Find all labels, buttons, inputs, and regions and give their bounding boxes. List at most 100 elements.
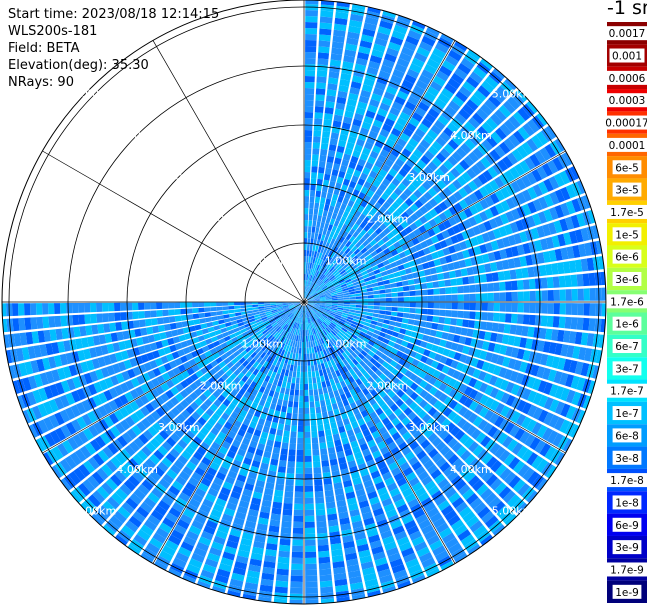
range-gate — [2, 303, 7, 317]
range-gate — [339, 406, 346, 415]
range-gate — [312, 314, 317, 321]
range-gate — [304, 130, 313, 137]
range-gate — [437, 323, 445, 331]
colorbar-label-bg — [612, 227, 642, 242]
range-gate — [337, 302, 344, 304]
range-gate — [389, 487, 401, 498]
range-gate — [554, 417, 565, 431]
range-gate — [304, 389, 309, 396]
range-gate — [328, 273, 334, 280]
range-gate — [287, 312, 293, 318]
range-gate — [428, 386, 438, 396]
range-gate — [214, 422, 223, 431]
range-gate — [447, 514, 461, 527]
range-gate — [318, 227, 324, 235]
range-gate — [257, 474, 267, 482]
range-gate — [348, 228, 356, 236]
range-gate — [175, 475, 187, 486]
range-gate — [211, 412, 221, 422]
range-gate — [271, 337, 277, 344]
range-gate — [319, 203, 325, 210]
range-gate — [443, 385, 453, 396]
range-gate — [327, 257, 333, 264]
range-gate — [315, 406, 322, 414]
range-gate — [244, 431, 253, 440]
range-gate — [325, 255, 330, 263]
range-gate — [309, 202, 315, 209]
range-gate — [468, 275, 475, 284]
range-gate — [325, 334, 331, 341]
range-gate — [551, 263, 559, 275]
range-gate — [433, 258, 441, 267]
range-gate — [339, 360, 346, 368]
range-gate — [358, 549, 371, 559]
range-gate — [298, 401, 304, 408]
range-gate — [210, 336, 218, 343]
range-gate — [269, 319, 276, 324]
range-gate — [325, 101, 335, 109]
range-gate — [320, 323, 326, 330]
range-gate — [329, 65, 341, 73]
range-gate — [426, 129, 438, 140]
range-gate — [271, 310, 278, 315]
range-gate — [553, 303, 560, 315]
range-gate — [220, 327, 228, 334]
range-gate — [210, 482, 222, 492]
range-gate — [436, 249, 445, 258]
range-gate — [367, 219, 375, 228]
range-gate — [319, 282, 325, 288]
range-gate — [404, 519, 417, 530]
range-gate — [251, 388, 259, 397]
range-gate — [314, 270, 318, 277]
range-gate — [195, 369, 204, 378]
range-gate — [264, 305, 271, 309]
range-gate — [600, 318, 606, 333]
range-gate — [366, 312, 374, 317]
range-gate — [433, 194, 443, 204]
range-gate — [429, 267, 437, 275]
range-gate — [243, 334, 251, 340]
range-gate — [355, 138, 365, 147]
range-gate — [377, 197, 386, 206]
range-gate — [132, 311, 139, 320]
range-gate — [217, 492, 229, 502]
range-gate — [90, 302, 97, 313]
polar-grid — [1, 0, 607, 605]
range-gate — [308, 323, 312, 330]
range-gate — [305, 317, 308, 324]
range-gate — [307, 300, 314, 302]
range-gate — [127, 475, 140, 488]
range-gate — [102, 500, 116, 514]
range-gate — [465, 99, 479, 112]
range-gate — [339, 189, 346, 198]
range-gate — [49, 430, 61, 444]
range-gate — [528, 278, 536, 290]
range-gate — [380, 64, 393, 74]
range-gate — [435, 152, 447, 163]
range-gate — [467, 412, 478, 424]
range-gate — [444, 237, 454, 247]
range-gate — [196, 431, 206, 441]
range-gate — [423, 165, 434, 176]
range-gate — [333, 23, 347, 32]
range-gate — [278, 311, 285, 315]
range-gate — [304, 437, 311, 444]
range-gate — [347, 396, 355, 405]
range-gate — [350, 124, 361, 133]
range-gate — [521, 189, 532, 202]
range-gate — [346, 281, 353, 286]
range-gate — [424, 201, 434, 211]
range-gate — [413, 189, 423, 199]
range-gate — [356, 370, 363, 378]
range-gate — [419, 379, 428, 389]
range-gate — [527, 390, 538, 403]
range-gate — [391, 177, 401, 187]
range-gate — [409, 373, 418, 382]
range-gate — [487, 425, 499, 438]
range-gate — [399, 461, 411, 472]
range-gate — [304, 274, 306, 281]
range-gate — [541, 163, 553, 177]
range-gate — [349, 302, 356, 305]
range-gate — [379, 466, 390, 476]
range-gate — [390, 403, 399, 412]
